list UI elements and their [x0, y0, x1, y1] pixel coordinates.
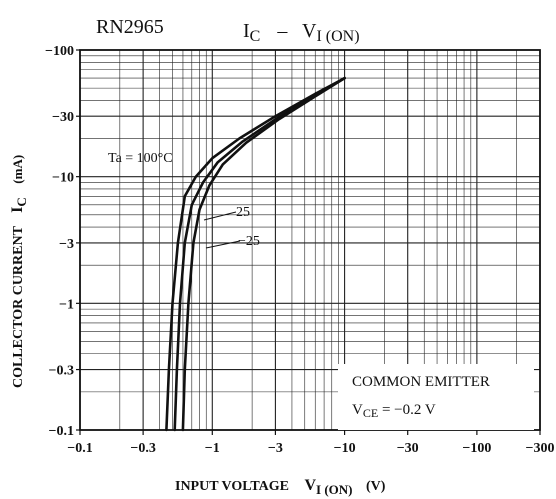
plot-frame: [79, 49, 541, 431]
y-tick-label: −10: [52, 171, 74, 186]
y-tick-label: −100: [45, 44, 74, 59]
x-tick-label: −3: [268, 441, 283, 456]
tick-labels: −0.1 −0.3 −1 −3 −10 −30 −100 −300 −100 −30 −10 −3 −1…: [45, 44, 554, 456]
chart-title: IC – VI (ON): [243, 20, 360, 46]
condition-line-1: COMMON EMITTER: [352, 374, 490, 390]
title-main: I: [243, 20, 250, 42]
x-tick-label: −10: [334, 441, 356, 456]
x-tick-label: −100: [462, 441, 491, 456]
series-line-100c: [165, 76, 346, 432]
title-second: V: [302, 20, 317, 42]
title-main-sub: C: [250, 28, 261, 45]
series-line-25c: [173, 76, 346, 432]
x-tick-label: −300: [526, 441, 555, 456]
x-tick-label: −30: [397, 441, 419, 456]
y-tick-label: −30: [52, 110, 74, 125]
x-tick-label: −1: [205, 441, 220, 456]
svg-text:IC – VI (ON): IC – VI (ON): [243, 20, 360, 46]
leader-25: [203, 211, 237, 221]
series-line-minus25c: [181, 76, 346, 432]
condition-box: COMMON EMITTER VCE = −0.2 V: [338, 364, 534, 430]
y-tick-label: −3: [59, 237, 74, 252]
x-tick-label: −0.1: [67, 441, 92, 456]
series-label-100: Ta = 100°C: [108, 151, 173, 166]
svg-text:INPUT VOLTAGE VI (ON): INPUT VOLTAGE VI (ON) (V): [175, 477, 386, 498]
condition-line-2: VCE = −0.2 V: [352, 402, 436, 420]
x-axis-title: INPUT VOLTAGE VI (ON) (V): [175, 477, 386, 498]
series-label-25: 25: [236, 205, 250, 220]
part-number: RN2965: [96, 16, 164, 38]
curves: [165, 76, 346, 432]
y-tick-label: −1: [59, 297, 74, 312]
title-dash: –: [276, 20, 288, 42]
svg-text:COLLECTOR CURRENT IC: COLLECTOR CURRENT IC (mA): [9, 155, 30, 388]
series-label-minus25: −25: [238, 234, 260, 249]
x-tick-label: −0.3: [130, 441, 155, 456]
title-second-sub: I (ON): [316, 28, 359, 45]
y-axis-title: COLLECTOR CURRENT IC (mA): [9, 155, 30, 388]
leader-minus25: [205, 240, 241, 249]
y-tick-label: −0.3: [49, 364, 74, 379]
y-tick-label: −0.1: [49, 424, 74, 439]
